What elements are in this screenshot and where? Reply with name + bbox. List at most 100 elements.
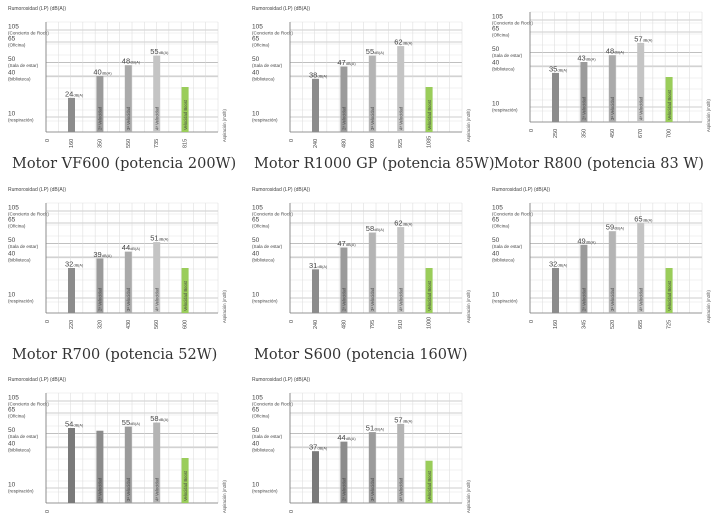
bar-unit-label: dB(A) xyxy=(374,51,384,55)
reference-level-value: 65 xyxy=(492,217,500,224)
bar-value-label: 35 xyxy=(549,64,557,73)
bar xyxy=(368,432,376,503)
reference-level-value: 65 xyxy=(252,36,260,43)
x-tick-label: 350 xyxy=(581,129,587,138)
reference-level-label: (respiración) xyxy=(8,118,34,123)
x-tick-label: 1085 xyxy=(427,136,433,148)
reference-level-value: 10 xyxy=(252,292,260,299)
reference-level-label: (Sala de estar) xyxy=(252,63,283,68)
bar-unit-label: dB(A) xyxy=(346,437,356,441)
bar-unit-label: dB(A) xyxy=(643,219,653,223)
bar-unit-label: dB(A) xyxy=(102,72,112,76)
bar-speed-label: 2ª Velocidad xyxy=(342,477,347,501)
bar-unit-label: dB(A) xyxy=(586,58,596,62)
bar xyxy=(153,422,161,503)
reference-level-label: (biblioteca) xyxy=(8,77,31,82)
bar xyxy=(96,76,104,132)
x-axis-label: Aspiración (m3/h) xyxy=(466,290,471,323)
bar-unit-label: dB(A) xyxy=(614,51,624,55)
bar-value-label: 44 xyxy=(337,433,345,442)
x-tick-label: 350 xyxy=(97,139,103,148)
bar xyxy=(340,66,348,132)
x-tick-label: 220 xyxy=(69,320,75,329)
reference-level-value: 10 xyxy=(252,482,260,489)
bar-speed-label: Velocidad Boost xyxy=(427,470,432,501)
bar-value-label: 54 xyxy=(65,420,73,429)
noise-chart: Rumorosidad (LP) (dB(A)) 105 (Concierto de… xyxy=(250,183,482,333)
reference-level-value: 40 xyxy=(252,70,260,77)
x-axis-label: Aspiración (m3/h) xyxy=(706,99,711,132)
chart-svg: Rumorosidad (LP) (dB(A)) 105(Concierto de… xyxy=(252,187,471,329)
x-tick-label: 160 xyxy=(69,139,75,148)
reference-level-label: (respiración) xyxy=(252,489,278,494)
bar-speed-label: 2ª Velocidad xyxy=(98,106,103,130)
x-tick-label: 0 xyxy=(45,139,51,142)
reference-level-label: (respiración) xyxy=(252,118,278,123)
reference-level-label: (respiración) xyxy=(492,108,518,113)
x-tick-label: 600 xyxy=(183,320,189,329)
reference-level-value: 50 xyxy=(8,237,16,244)
bar xyxy=(153,242,161,313)
bar-value-label: 51 xyxy=(150,234,158,243)
x-axis-label: Aspiración (m3/h) xyxy=(222,290,227,323)
reference-level-value: 105 xyxy=(8,205,19,212)
reference-level-label: (Sala de estar) xyxy=(492,53,523,58)
reference-level-value: 50 xyxy=(252,427,260,434)
bar xyxy=(181,458,189,503)
bar-unit-label: dB(A) xyxy=(74,424,84,428)
y-axis-label: Rumorosidad (LP) (dB(A)) xyxy=(252,187,310,193)
bar xyxy=(96,258,104,313)
reference-level-value: 10 xyxy=(492,292,500,299)
bar xyxy=(397,46,405,132)
bar-unit-label: dB(A) xyxy=(403,419,413,423)
bar xyxy=(68,428,75,503)
reference-level-label: (Concierto de Rock) xyxy=(252,212,293,217)
bar-value-label: 59 xyxy=(606,223,614,232)
bar xyxy=(665,268,673,313)
reference-level-label: (biblioteca) xyxy=(252,448,275,453)
reference-level-label: (respiración) xyxy=(492,299,518,304)
bar xyxy=(425,87,433,132)
bar-speed-label: Velocidad Boost xyxy=(667,280,672,311)
chart-svg: Rumorosidad (LP) (dB(A)) 105(Concierto de… xyxy=(8,187,227,329)
bar xyxy=(425,268,433,313)
bar-speed-label: 2ª Velocidad xyxy=(342,106,347,130)
bar-unit-label: dB(A) xyxy=(318,265,328,269)
bar xyxy=(608,55,616,122)
chart-svg: 105(Concierto de Rock)65(Oficina) 50(Sala… xyxy=(492,11,711,138)
reference-level-value: 10 xyxy=(8,482,16,489)
bar xyxy=(124,426,132,503)
reference-level-value: 65 xyxy=(492,26,500,33)
bar-speed-label: 2ª Velocidad xyxy=(582,287,587,311)
bar-speed-label: Velocidad Boost xyxy=(183,99,188,130)
x-tick-label: 480 xyxy=(341,139,347,148)
bar-unit-label: dB(A) xyxy=(403,42,413,46)
reference-level-label: (Sala de estar) xyxy=(252,434,283,439)
reference-level-value: 10 xyxy=(8,111,16,118)
x-tick-label: 910 xyxy=(398,320,404,329)
bar-speed-label: 2ª Velocidad xyxy=(342,287,347,311)
noise-chart: Rumorosidad (LP) (dB(A)) 105 (Concierto de… xyxy=(490,183,720,333)
chart-svg: Rumorosidad (LP) (dB(A)) 105(Concierto de… xyxy=(252,377,471,513)
y-axis-label: Rumorosidad (LP) (dB(A)) xyxy=(492,187,550,193)
reference-level-value: 40 xyxy=(252,251,260,258)
y-axis-label: Rumorosidad (LP) (dB(A)) xyxy=(8,377,66,383)
x-tick-label: 685 xyxy=(638,320,644,329)
bar-value-label: 37 xyxy=(309,443,317,452)
reference-level-value: 105 xyxy=(8,395,19,402)
bar-speed-label: Velocidad Boost xyxy=(183,470,188,501)
bar-speed-label: 3ª Velocidad xyxy=(610,287,615,311)
bar-value-label: 58 xyxy=(366,224,374,233)
bar-speed-label: Velocidad Boost xyxy=(667,89,672,120)
bar-speed-label: Velocidad Boost xyxy=(427,99,432,130)
bar-value-label: 49 xyxy=(577,236,585,245)
bar xyxy=(96,430,104,503)
reference-level-label: (respiración) xyxy=(8,489,34,494)
bar-value-label: 57 xyxy=(394,415,402,424)
reference-level-label: (Oficina) xyxy=(8,43,26,48)
x-tick-label: 560 xyxy=(154,320,160,329)
bar-speed-label: 4ª Velocidad xyxy=(638,96,643,120)
motor-title: Motor R1000 GP (potencia 85W) xyxy=(254,156,495,172)
reference-level-value: 105 xyxy=(252,24,263,31)
x-axis-label: Aspiración (m3/h) xyxy=(466,109,471,142)
